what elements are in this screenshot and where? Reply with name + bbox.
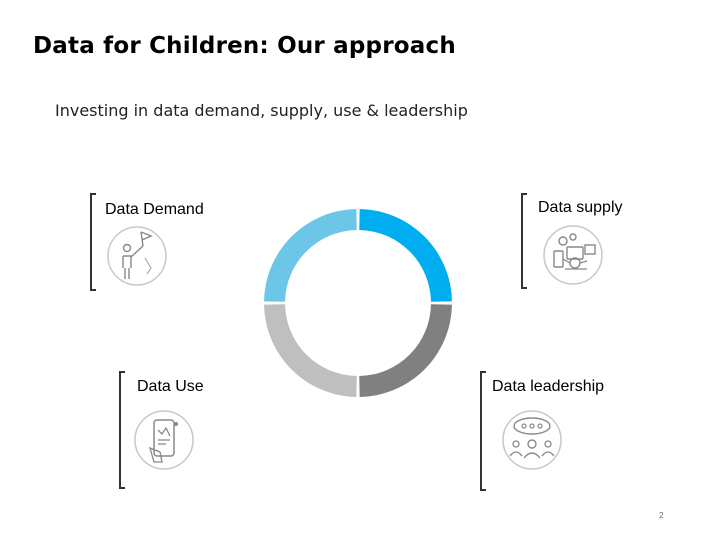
- data-devices-icon: [543, 225, 603, 285]
- ring-segment-top-right: [359, 209, 452, 302]
- leadership-meeting-icon: [502, 410, 562, 470]
- label-data-supply: Data supply: [538, 199, 623, 216]
- mobile-analytics-icon: [134, 410, 194, 470]
- label-data-demand: Data Demand: [105, 201, 204, 218]
- page-title: Data for Children: Our approach: [33, 33, 456, 59]
- bracket-data-leadership: [480, 371, 486, 491]
- bracket-data-supply: [521, 193, 527, 289]
- label-data-leadership: Data leadership: [492, 378, 605, 395]
- person-flag-icon: [107, 226, 167, 286]
- page-subtitle: Investing in data demand, supply, use & …: [55, 101, 468, 120]
- ring-segment-bottom-right: [359, 304, 452, 397]
- ring-segment-bottom-left: [264, 304, 357, 397]
- slide-number: 2: [659, 511, 664, 520]
- bracket-data-use: [119, 371, 125, 489]
- label-data-use: Data Use: [137, 378, 204, 395]
- bracket-data-demand: [90, 193, 96, 291]
- ring-segment-top-left: [264, 209, 357, 302]
- approach-ring: [264, 209, 452, 397]
